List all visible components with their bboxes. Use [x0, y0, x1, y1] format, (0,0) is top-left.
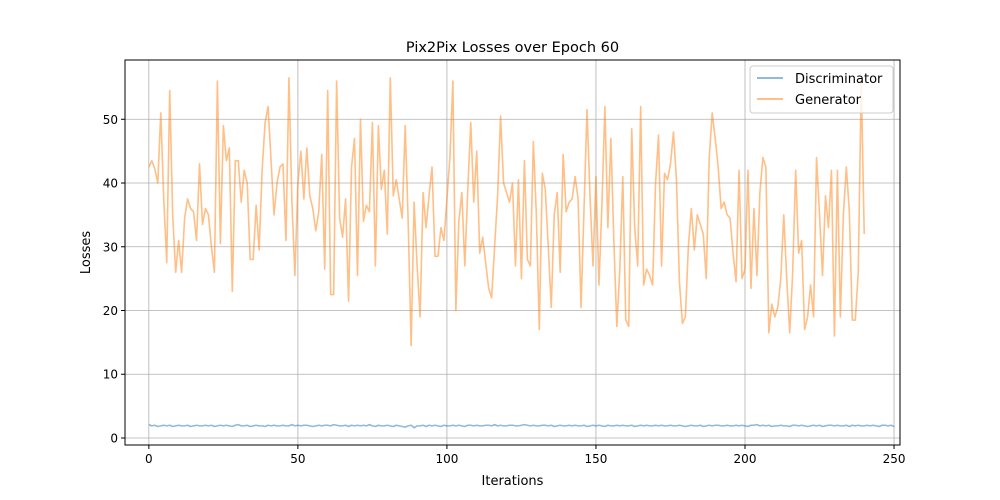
- series-line-generator: [148, 77, 866, 347]
- chart-title: Pix2Pix Losses over Epoch 60: [406, 40, 619, 56]
- y-tick-label: 20: [103, 304, 118, 318]
- series-layer: [148, 77, 895, 429]
- y-tick-label: 10: [103, 368, 118, 382]
- legend-box: [749, 65, 894, 114]
- x-tick-label: 150: [585, 452, 608, 466]
- y-tick-label: 40: [103, 177, 118, 191]
- legend-label-discriminator: Discriminator: [795, 72, 883, 87]
- x-axis-ticks: 0 50 100 150 200 250: [145, 445, 905, 466]
- legend: Discriminator Generator: [749, 65, 894, 114]
- plot-frame: [124, 59, 901, 446]
- x-tick-label: 0: [145, 452, 153, 466]
- x-tick-label: 200: [734, 452, 757, 466]
- y-tick-label: 30: [103, 240, 118, 254]
- y-axis-ticks: 0 10 20 30 40 50: [103, 113, 125, 445]
- legend-label-generator: Generator: [795, 93, 862, 108]
- y-tick-label: 50: [103, 113, 118, 127]
- y-axis-label: Losses: [79, 231, 94, 275]
- x-tick-label: 250: [883, 452, 906, 466]
- x-axis-label: Iterations: [482, 474, 544, 489]
- series-line-discriminator: [148, 423, 895, 429]
- x-tick-label: 100: [435, 452, 458, 466]
- y-tick-label: 0: [110, 431, 118, 445]
- x-tick-label: 50: [290, 452, 305, 466]
